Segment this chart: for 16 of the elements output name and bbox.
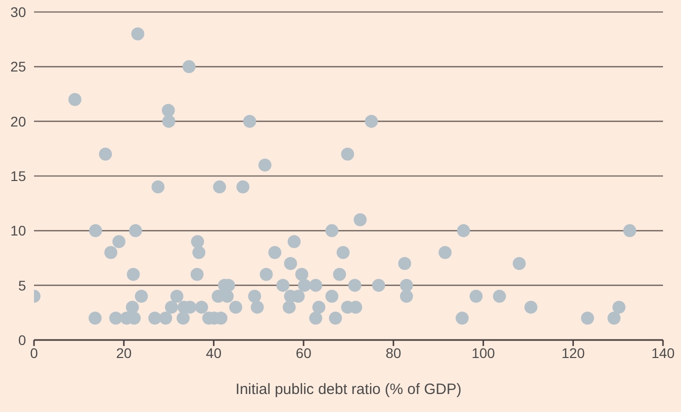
y-tick-label: 30 [10,4,26,20]
x-axis-title: Initial public debt ratio (% of GDP) [236,381,462,398]
x-tick-label: 80 [386,344,402,361]
y-tick-label: 0 [18,332,26,348]
x-tick-label: 60 [296,344,312,361]
x-tick-label: 20 [116,344,132,361]
x-tick-label: 120 [561,344,586,361]
x-tick-label: 140 [651,344,675,361]
x-tick-label: 100 [472,344,496,361]
y-tick-label: 25 [10,58,26,75]
x-tick-label: 0 [30,344,38,361]
y-tick-label: 15 [10,168,26,184]
x-tick-label: 40 [206,344,222,361]
y-tick-label: 10 [10,222,26,239]
y-tick-label: 5 [18,277,26,294]
y-tick-label: 20 [10,113,26,130]
